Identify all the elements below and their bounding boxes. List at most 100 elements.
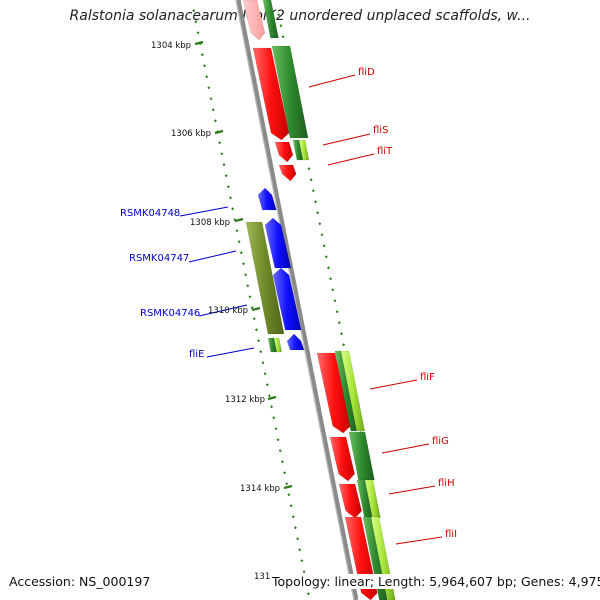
gene-features [242,0,396,600]
gene-label-flit[interactable]: fliT [377,146,393,157]
tick-right [281,35,285,39]
tick-left [267,394,271,398]
gene-label-flis[interactable]: fliS [373,125,389,136]
tick-right [309,178,313,182]
tick-left [203,64,206,68]
tick-major [251,306,261,312]
tick-right [307,167,311,171]
tick-left [248,295,252,299]
tick-left [300,559,304,563]
tick-right [342,343,346,347]
tick-major [234,217,244,223]
leader-line [395,536,443,545]
tick-left [283,471,287,475]
tick-left [220,152,224,156]
tick-right [333,299,337,303]
tick-left [213,119,217,123]
tick-right [335,310,339,314]
tick-left [231,207,235,211]
tick-left [226,185,230,189]
tick-right [318,222,322,226]
tick-left [218,141,222,145]
tick-right [324,255,328,259]
tick-left [257,339,261,343]
tick-left [274,427,278,431]
tick-left [272,416,276,420]
gene-label-flii[interactable]: fliI [445,529,458,540]
gene-rsmk04747 [264,217,292,269]
tick-right [320,233,324,237]
tick-left [287,493,291,497]
leader-line [388,485,436,495]
tick-right [322,244,326,248]
tick-right [339,332,343,336]
gene-flie-blue [286,333,305,351]
topology-summary: Topology: linear; Length: 5,964,607 bp; … [272,574,600,589]
tick-left [239,251,243,255]
gene-label-flif[interactable]: fliF [420,372,435,383]
tick-right [331,288,335,292]
gene-rsmk04748 [257,187,277,211]
tick-left [235,229,239,233]
gene-flih-red [338,483,362,519]
gene-label-rsmk04746[interactable]: RSMK04746 [140,308,201,319]
gene-label-rsmk04747[interactable]: RSMK04747 [129,253,190,264]
backbone-line [235,0,359,600]
leader-line [327,153,375,166]
tick-major [214,129,224,135]
kbp-label-1306: 1306 kbp [171,129,212,139]
tick-major [194,40,204,46]
tick-left [261,361,265,365]
tick-left [205,75,209,79]
tick-right [337,321,341,325]
gene-label-flie[interactable]: fliE [189,349,205,360]
gene-flis-red [274,141,294,163]
tick-left [296,537,300,541]
kbp-label-1316: 131 [254,572,271,582]
tick-left [229,196,232,200]
tick-right [311,189,315,193]
tick-left [298,548,302,552]
tick-left [289,504,293,508]
gene-flie-lightgreen [273,337,283,353]
gene-olive [245,221,285,335]
tick-right [329,277,333,281]
tick-left [250,306,254,310]
gene-label-flid[interactable]: fliD [358,67,375,78]
gene-top-pink [242,0,266,41]
kbp-label-1310: 1310 kbp [208,306,249,316]
gene-flid-green [271,45,309,139]
gene-label-flih[interactable]: fliH [438,478,455,489]
tick-right [314,200,317,204]
leader-line [369,379,418,390]
tick-left [194,20,198,24]
tick-left [254,328,258,332]
tick-left [293,526,297,530]
tick-left [224,174,228,178]
kbp-label-1304: 1304 kbp [151,41,192,51]
leader-line [188,250,237,263]
gene-flif-lightgreen [340,350,366,432]
tick-right [277,13,281,17]
tick-left [276,438,280,442]
leader-line [322,133,371,146]
tick-left [209,97,213,101]
gene-flig-red [329,436,355,482]
tick-major [283,484,293,490]
tick-left [196,31,200,35]
gene-label-rsmk04748[interactable]: RSMK04748 [120,208,181,219]
tick-left [259,350,263,354]
gene-flit-red [278,164,297,182]
tick-left [192,9,196,13]
gene-label-flig[interactable]: fliG [432,436,449,447]
tick-left [278,449,282,453]
tick-right [327,266,330,270]
tick-left [306,592,310,596]
tick-left [252,317,256,321]
tick-left [246,284,250,288]
tick-left [244,273,248,277]
kbp-label-1314: 1314 kbp [240,484,281,494]
tick-left [302,570,306,574]
